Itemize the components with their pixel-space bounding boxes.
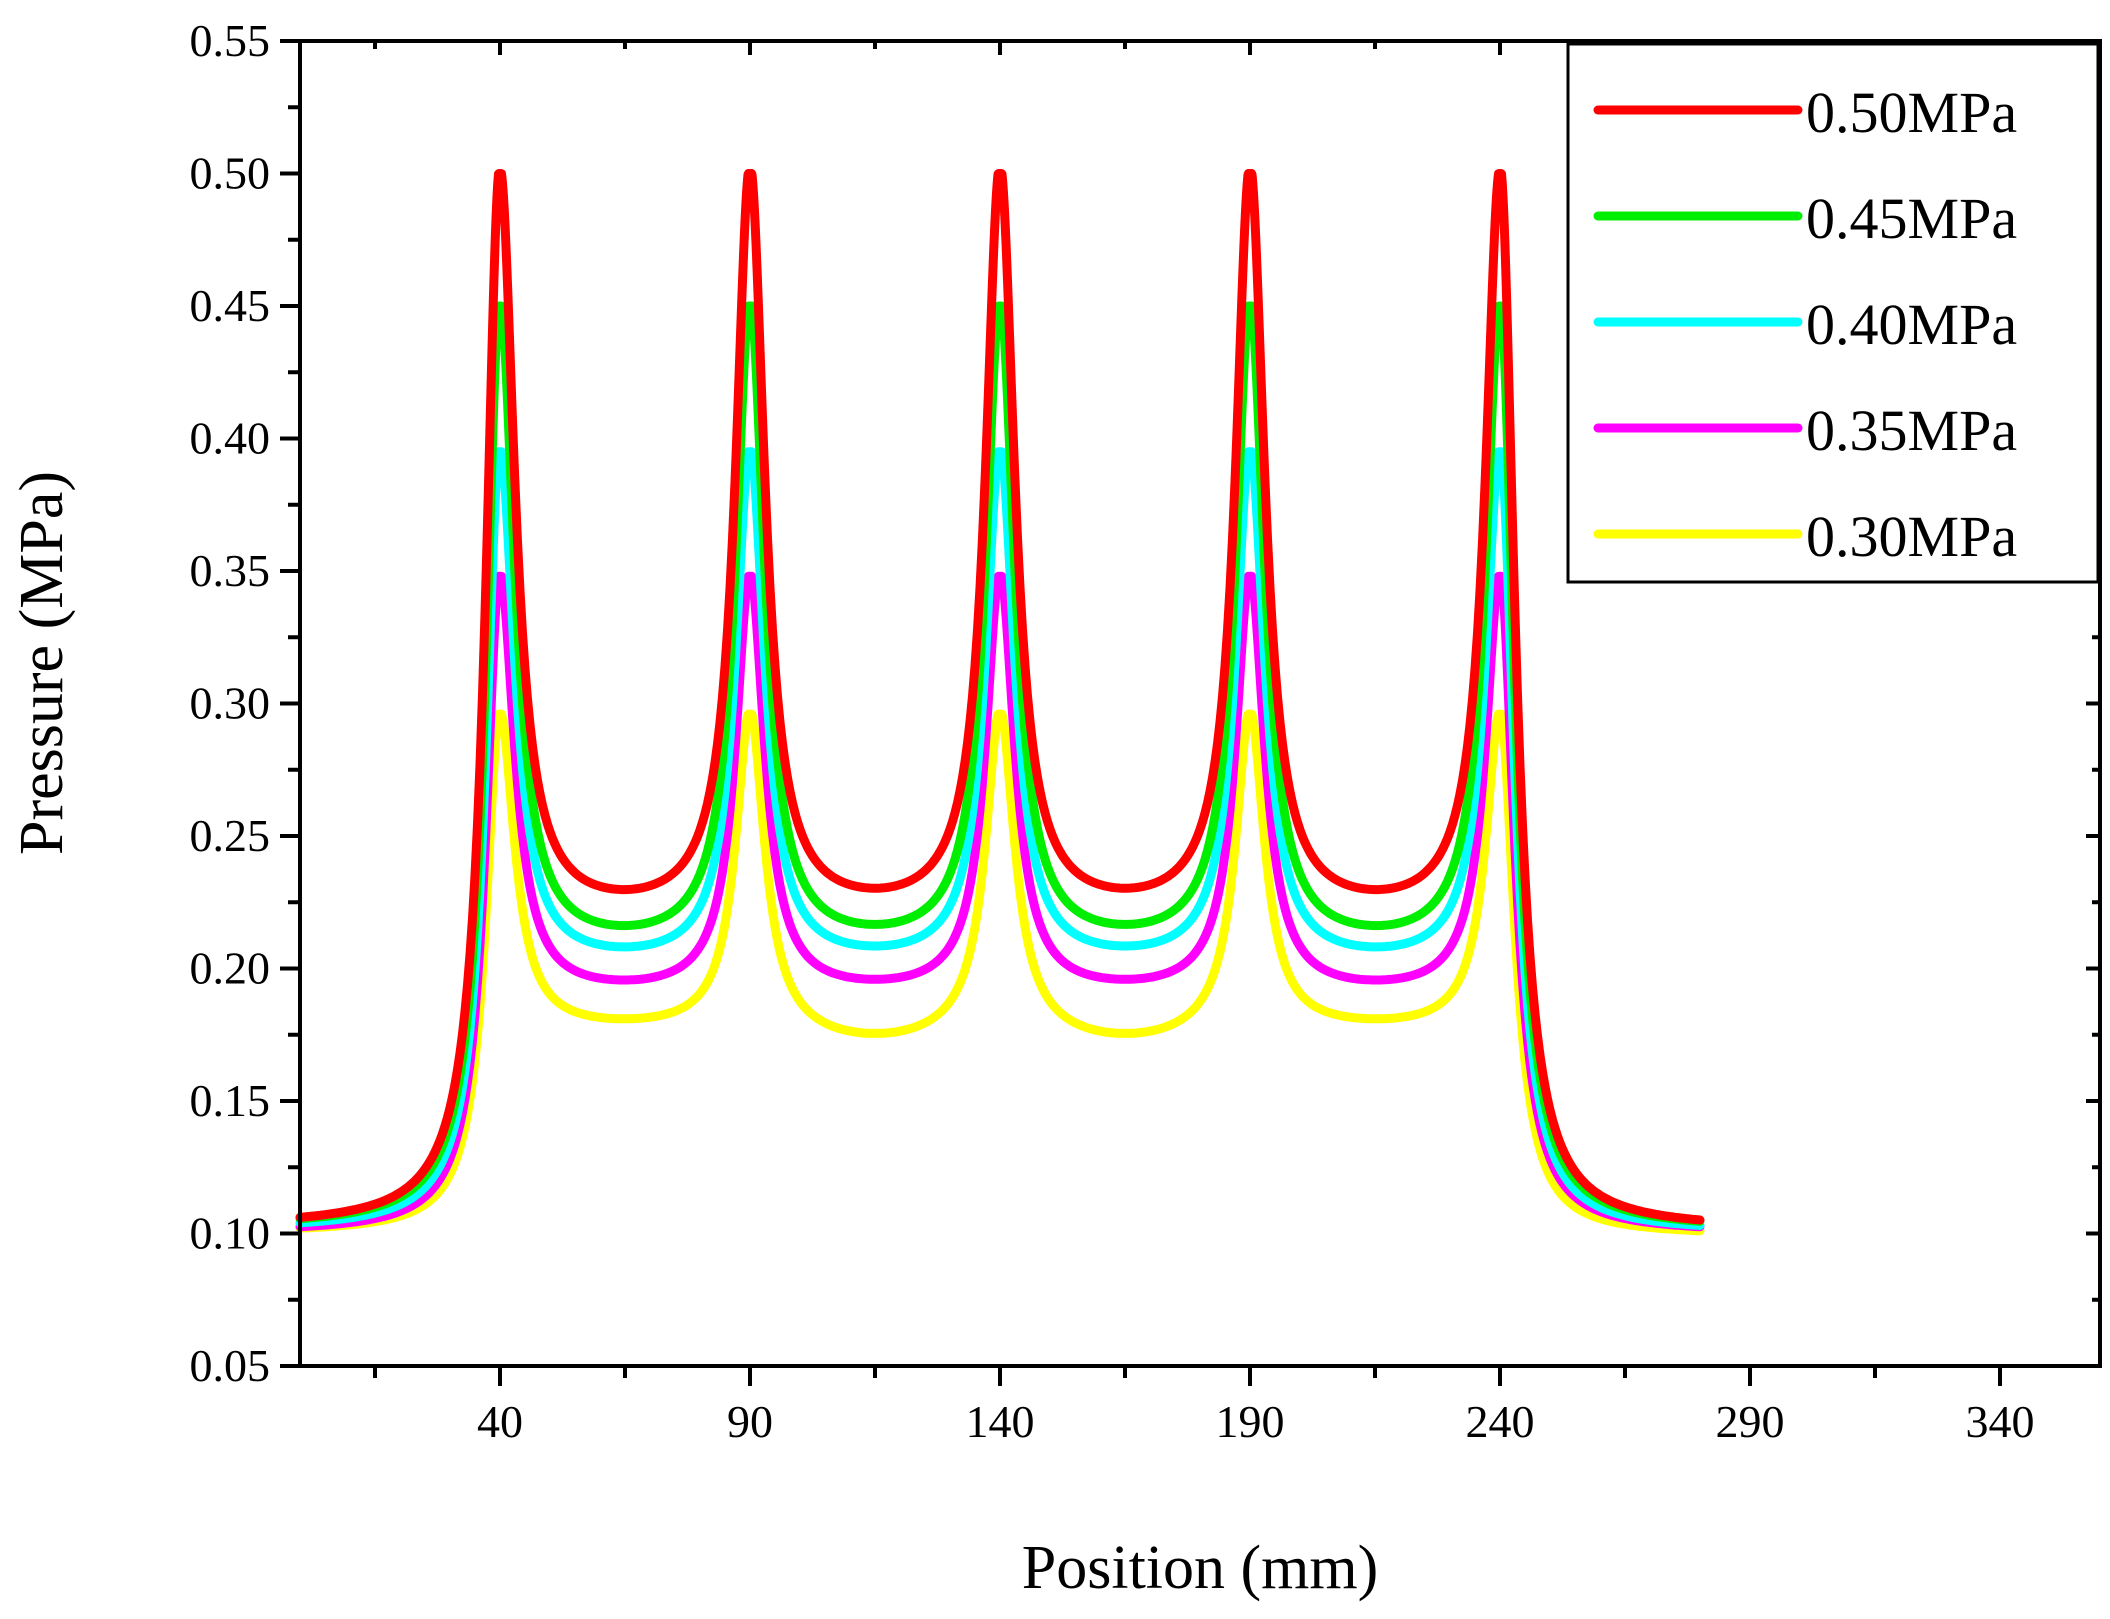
x-tick-label: 90	[727, 1396, 773, 1447]
legend-label: 0.35MPa	[1806, 398, 2017, 463]
y-tick-label: 0.45	[190, 280, 271, 331]
y-tick-label: 0.35	[190, 545, 271, 596]
legend-label: 0.45MPa	[1806, 186, 2017, 251]
x-tick-label: 140	[966, 1396, 1035, 1447]
y-tick-label: 0.15	[190, 1075, 271, 1126]
x-tick-label: 240	[1466, 1396, 1535, 1447]
legend-label: 0.40MPa	[1806, 292, 2017, 357]
y-tick-label: 0.10	[190, 1208, 271, 1259]
x-tick-label: 290	[1716, 1396, 1785, 1447]
y-tick-label: 0.55	[190, 15, 271, 66]
series-line-0.50MPa	[295, 169, 1705, 1225]
y-tick-label: 0.05	[190, 1340, 271, 1391]
legend-label: 0.30MPa	[1806, 504, 2017, 569]
series-line-0.30MPa	[295, 709, 1705, 1236]
series-line-0.40MPa	[295, 447, 1705, 1230]
series-layer	[295, 169, 1705, 1236]
y-tick-label: 0.30	[190, 678, 271, 729]
x-axis-title: Position (mm)	[1022, 1534, 1379, 1602]
legend-label: 0.50MPa	[1806, 80, 2017, 145]
x-tick-label: 40	[477, 1396, 523, 1447]
x-tick-label: 340	[1966, 1396, 2035, 1447]
series-line-0.35MPa	[295, 571, 1705, 1232]
y-tick-label: 0.40	[190, 413, 271, 464]
y-axis-title: Pressure (MPa)	[8, 471, 76, 855]
legend-box	[1566, 42, 2100, 584]
x-tick-label: 190	[1216, 1396, 1285, 1447]
y-tick-label: 0.50	[190, 148, 271, 199]
ticks-layer: 0.05 0.10 0.15 0.20 0.25 0.30 0.35 0.40 0.45 0.50…	[190, 15, 2100, 1447]
y-tick-label: 0.25	[190, 810, 271, 861]
legend: 0.50MPa 0.45MPa 0.40MPa 0.35MPa 0.30MPa	[1566, 42, 2100, 584]
y-tick-label: 0.20	[190, 943, 271, 994]
